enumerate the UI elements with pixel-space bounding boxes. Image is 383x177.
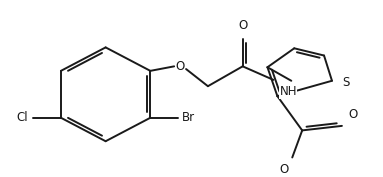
Text: O: O <box>349 108 358 121</box>
Text: O: O <box>279 163 288 176</box>
Text: Cl: Cl <box>16 111 28 124</box>
Text: O: O <box>175 60 185 73</box>
Text: S: S <box>342 76 349 89</box>
Text: Br: Br <box>182 111 195 124</box>
Text: NH: NH <box>279 85 297 98</box>
Text: O: O <box>238 19 247 32</box>
